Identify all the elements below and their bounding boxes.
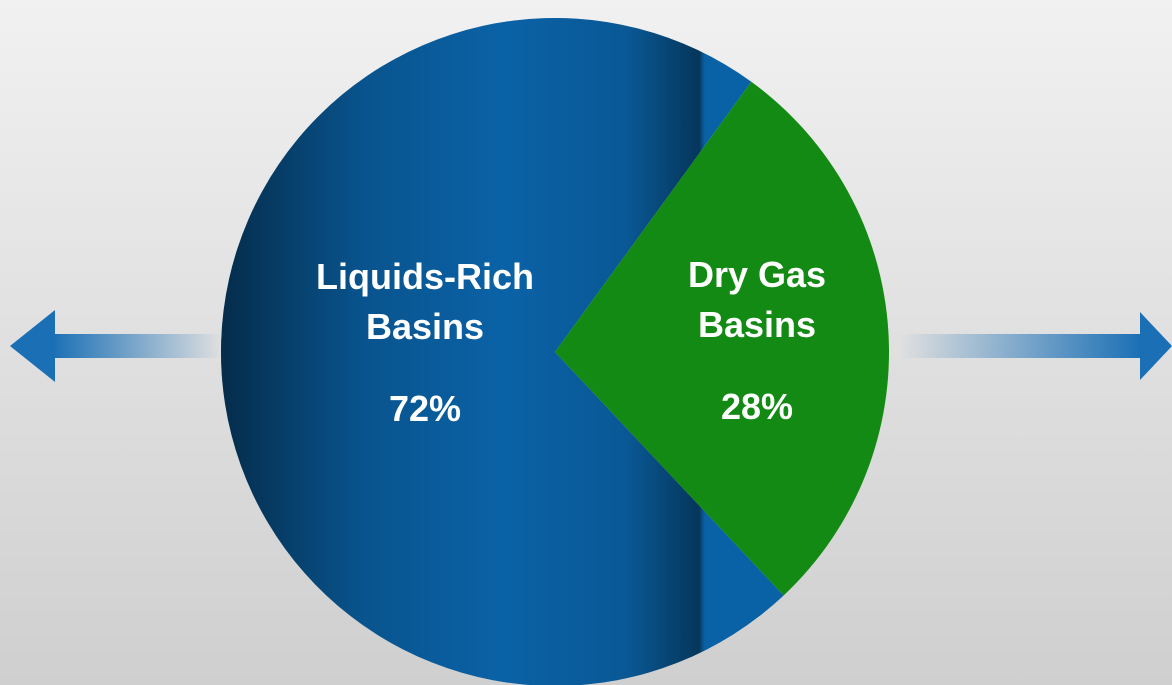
slice-shade	[221, 18, 784, 685]
slice-label: Liquids-Rich Basins	[316, 256, 534, 347]
right-arrow	[900, 312, 1172, 380]
value-label: 72%	[388, 388, 462, 429]
pie-slice	[555, 81, 890, 596]
slice-label: Dry Gas Basins	[687, 254, 827, 345]
left-arrow	[10, 310, 222, 382]
value-label: 28%	[720, 386, 794, 427]
